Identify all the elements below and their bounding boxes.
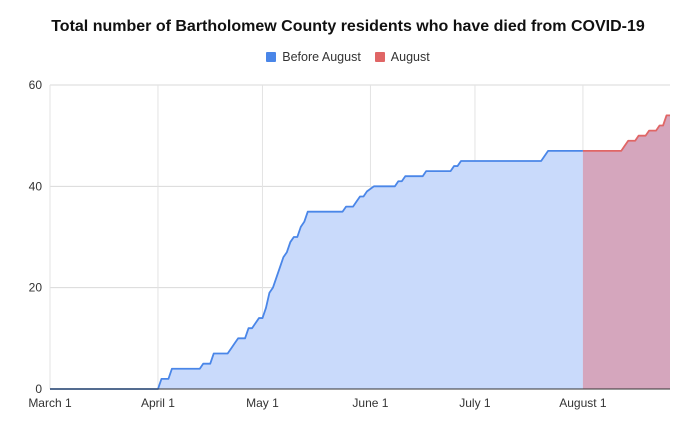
x-tick-label: May 1 (246, 396, 279, 410)
legend-swatch-august (374, 52, 385, 62)
x-tick-label: August 1 (559, 396, 607, 410)
legend-label-before-august: Before August (282, 50, 361, 64)
series-area-0 (50, 150, 583, 389)
series-line-1 (582, 114, 670, 152)
legend-swatch-before-august (266, 52, 277, 62)
series-area-1 (582, 115, 670, 390)
legend-item-before-august: Before August (266, 50, 361, 64)
x-tick-label: July 1 (459, 396, 491, 410)
y-tick-label: 40 (29, 179, 43, 193)
y-tick-label: 20 (29, 281, 43, 295)
y-tick-label: 60 (29, 78, 43, 92)
x-tick-label: June 1 (352, 396, 388, 410)
x-tick-label: April 1 (141, 396, 175, 410)
x-tick-label: March 1 (28, 396, 72, 410)
y-tick-label: 0 (35, 382, 42, 396)
legend-item-august: August (374, 50, 430, 64)
chart-legend: Before August August (0, 50, 696, 64)
legend-label-august: August (390, 50, 430, 64)
series-line-0 (50, 149, 583, 390)
chart-title: Total number of Bartholomew County resid… (51, 18, 645, 35)
